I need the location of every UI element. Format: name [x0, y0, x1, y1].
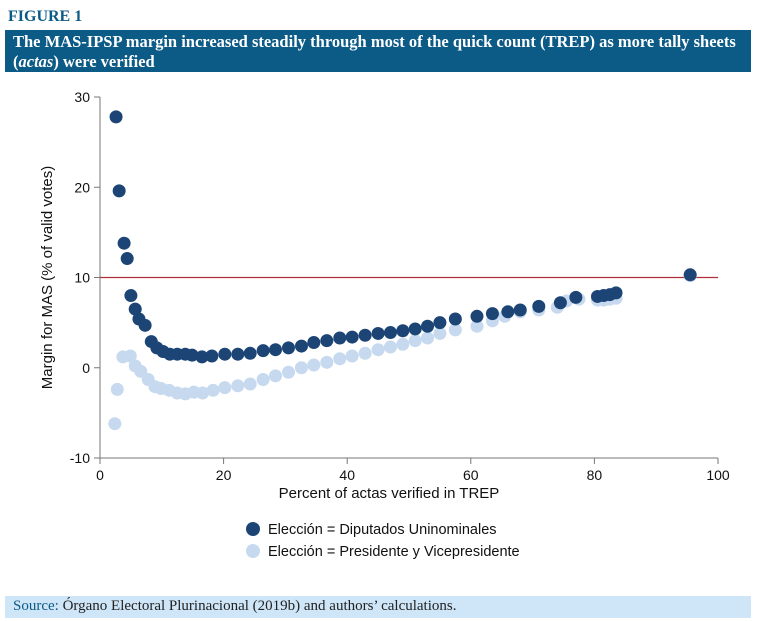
x-tick-label: 0	[96, 467, 104, 483]
x-tick-label: 20	[216, 467, 232, 483]
data-point	[358, 328, 372, 342]
data-point	[281, 365, 295, 379]
data-point	[421, 319, 435, 333]
data-point	[371, 326, 385, 340]
data-point	[320, 355, 334, 369]
data-point	[345, 349, 359, 363]
scatter-chart: -10 0 10 20 30 0 20 40 60 80 100 Percent of actas v…	[39, 89, 730, 560]
data-point	[281, 341, 295, 355]
data-point	[513, 303, 527, 317]
x-tick-label: 80	[587, 467, 603, 483]
data-point	[470, 309, 484, 323]
source-note: Source: Órgano Electoral Plurinacional (…	[5, 596, 751, 618]
data-point	[205, 349, 219, 363]
data-point	[470, 319, 484, 333]
data-point	[485, 307, 499, 321]
data-point	[408, 322, 422, 336]
data-point	[307, 358, 321, 372]
y-tick-label: 0	[82, 360, 90, 376]
data-point	[320, 334, 334, 348]
y-tick-label: -10	[70, 450, 90, 466]
data-point	[124, 289, 138, 303]
legend-marker	[246, 544, 260, 558]
data-point	[433, 326, 447, 340]
figure-title: The MAS-IPSP margin increased steadily t…	[5, 30, 751, 72]
x-tick-label: 100	[706, 467, 730, 483]
data-point	[128, 302, 142, 316]
data-point	[448, 323, 462, 337]
legend-label: Elección = Diputados Uninominales	[268, 522, 497, 538]
data-point	[196, 386, 210, 400]
data-point	[185, 348, 199, 362]
source-label: Source:	[13, 598, 59, 614]
y-tick-label: 20	[74, 179, 90, 195]
data-point	[108, 417, 122, 431]
data-point	[532, 299, 546, 313]
data-point	[138, 318, 152, 332]
data-point	[501, 305, 515, 319]
data-point	[294, 361, 308, 375]
data-point	[396, 324, 410, 338]
data-point	[333, 331, 347, 345]
data-point	[294, 339, 308, 353]
title-text-1: The MAS-IPSP margin increased steadily t…	[13, 32, 736, 71]
data-point	[269, 369, 283, 383]
data-point	[609, 286, 623, 300]
data-point	[421, 331, 435, 345]
data-point	[269, 343, 283, 357]
figure-label: FIGURE 1	[8, 8, 83, 25]
data-point	[433, 316, 447, 330]
data-point	[218, 347, 232, 361]
legend-label: Elección = Presidente y Vicepresidente	[268, 544, 520, 560]
data-point	[408, 334, 422, 348]
data-point	[345, 330, 359, 344]
data-point	[218, 381, 232, 395]
data-point	[231, 379, 245, 393]
data-point	[120, 252, 134, 266]
source-text: Órgano Electoral Plurinacional (2019b) a…	[58, 598, 457, 614]
data-point	[256, 372, 270, 386]
data-point	[307, 335, 321, 349]
data-point	[683, 268, 697, 282]
data-point	[371, 343, 385, 357]
y-axis-label: Margin for MAS (% of valid votes)	[39, 166, 56, 389]
data-point	[553, 296, 567, 310]
data-point	[231, 347, 245, 361]
x-tick-label: 60	[463, 467, 479, 483]
x-tick-label: 40	[339, 467, 355, 483]
data-point	[256, 344, 270, 358]
data-point	[109, 110, 123, 124]
data-point	[195, 350, 209, 364]
data-point	[383, 340, 397, 354]
x-axis-label: Percent of actas verified in TREP	[279, 485, 500, 502]
data-point	[206, 383, 220, 397]
data-point	[383, 326, 397, 340]
data-point	[358, 346, 372, 360]
y-tick-label: 10	[74, 270, 90, 286]
data-point	[243, 346, 257, 360]
title-text-2: ) were verified	[53, 52, 155, 71]
y-tick-label: 30	[74, 89, 90, 105]
legend-marker	[246, 522, 260, 536]
data-point	[396, 337, 410, 351]
data-point	[110, 382, 124, 396]
title-italic: actas	[18, 52, 54, 71]
data-point	[243, 377, 257, 391]
data-point	[117, 236, 131, 250]
data-point	[569, 290, 583, 304]
data-point	[333, 352, 347, 366]
data-point	[123, 349, 137, 363]
data-point	[112, 184, 126, 198]
data-point	[448, 312, 462, 326]
